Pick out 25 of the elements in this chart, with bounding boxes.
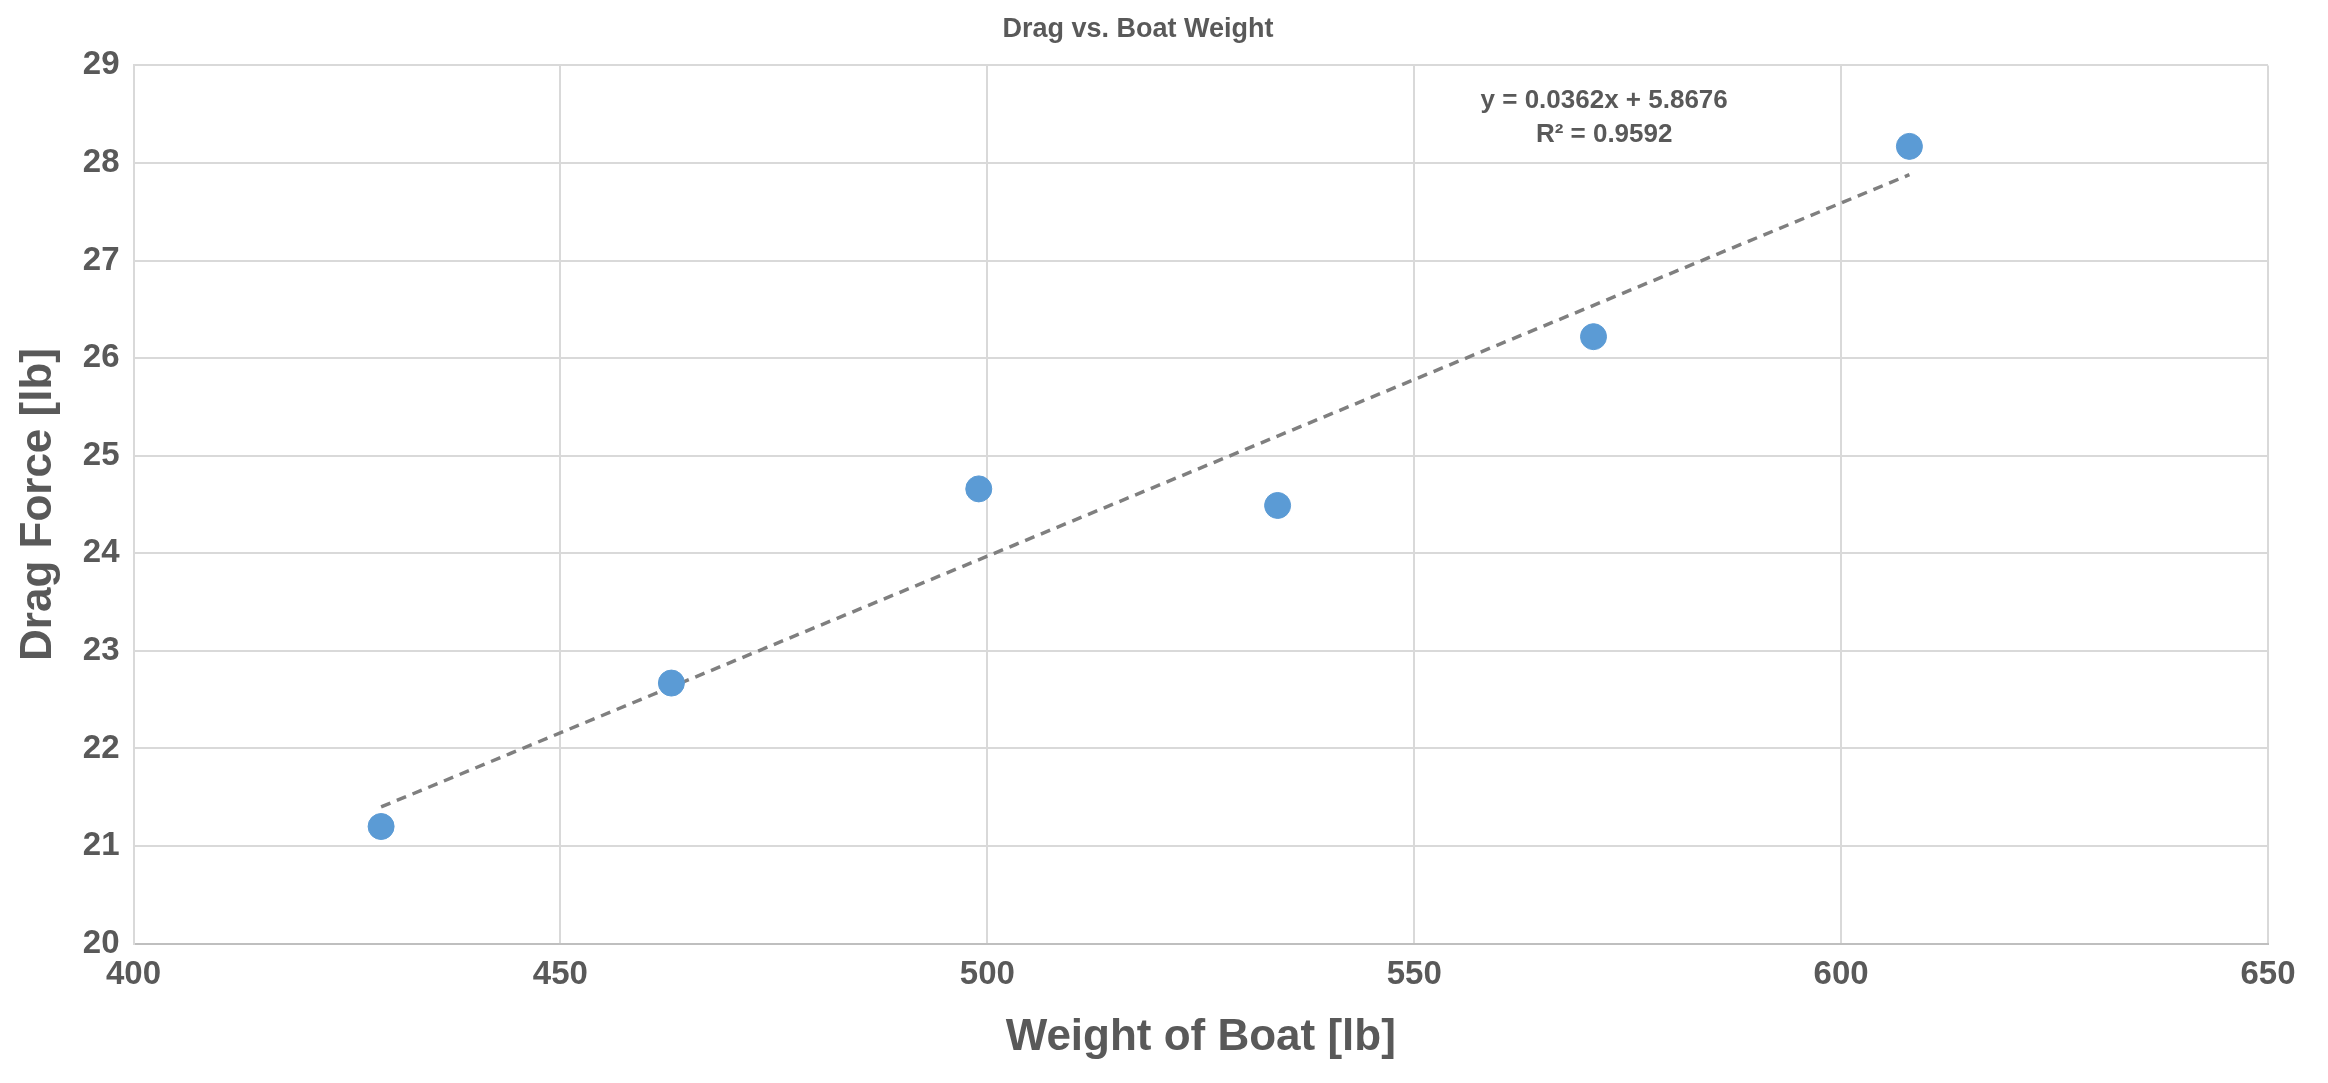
y-tick-label: 24 [82, 532, 121, 570]
point [965, 475, 993, 503]
y-tick-label: 22 [82, 727, 120, 765]
point [1580, 323, 1607, 351]
point [657, 669, 685, 697]
y-tick-label: 25 [82, 434, 120, 472]
point [1895, 132, 1923, 160]
annotation: y = 0.0362x + 5.8676 [1480, 83, 1728, 114]
chart-title: Drag vs. Boat Weight [1002, 12, 1274, 43]
x-tick-label: 550 [1386, 954, 1442, 992]
x-tick-label: 450 [532, 954, 588, 992]
x-axis-title: Weight of Boat [lb] [1005, 1009, 1396, 1059]
y-tick-label: 26 [82, 337, 120, 375]
y-tick-label: 21 [82, 825, 120, 863]
x-tick-label: 500 [959, 954, 1015, 992]
y-axis-title: Drag Force [lb] [10, 348, 60, 661]
x-tick-label: 650 [2240, 954, 2296, 992]
annotation: R² = 0.9592 [1535, 117, 1673, 148]
point [1264, 491, 1292, 519]
y-tick-label: 28 [82, 142, 120, 180]
point [367, 813, 395, 841]
y-tick-label: 29 [82, 44, 120, 82]
y-tick-label: 27 [82, 239, 120, 277]
y-tick-label: 23 [82, 629, 120, 667]
x-tick-label: 600 [1813, 954, 1869, 992]
